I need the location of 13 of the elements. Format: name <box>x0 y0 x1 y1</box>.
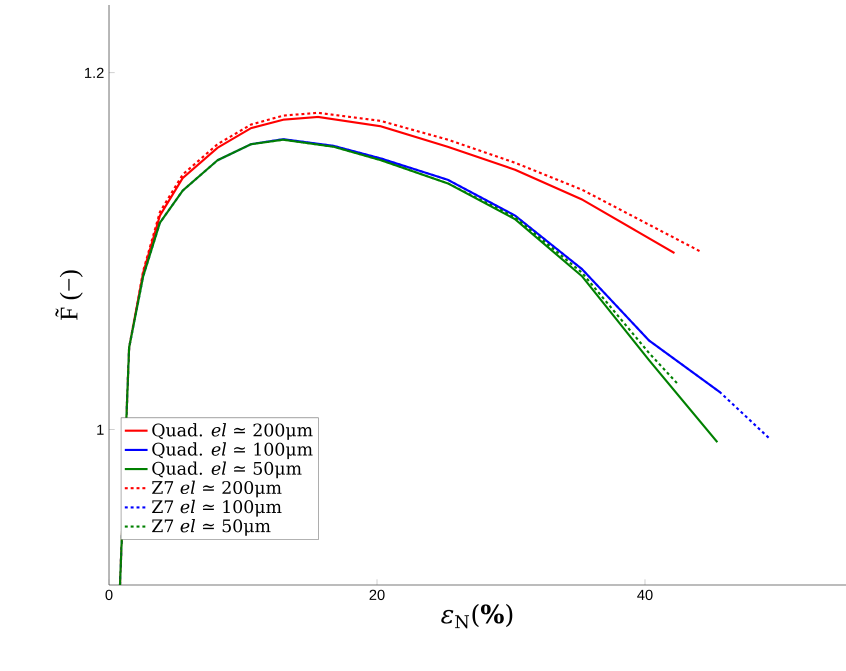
x-axis-title: ε$_{N}$(%) <box>441 604 512 628</box>
legend-label: Z7 el ≃ 100μm <box>152 500 282 517</box>
legend-label: Z7 el ≃ 50μm <box>152 518 270 536</box>
y-tick-label: 1 <box>97 424 104 435</box>
y-axis-title: F̃ (−) <box>55 270 83 320</box>
x-tick-label: 40 <box>637 590 653 600</box>
x-tick-label: 0 <box>105 590 112 600</box>
legend-label: Quad. el ≃ 200μm <box>152 423 313 440</box>
x-tick-label: 20 <box>370 590 385 600</box>
legend-label: Z7 el ≃ 200μm <box>152 480 282 498</box>
legend-label: Quad. el ≃ 50μm <box>152 461 302 478</box>
legend-label: Quad. el ≃ 100μm <box>152 442 313 460</box>
y-tick-label: 1.2 <box>85 68 104 78</box>
